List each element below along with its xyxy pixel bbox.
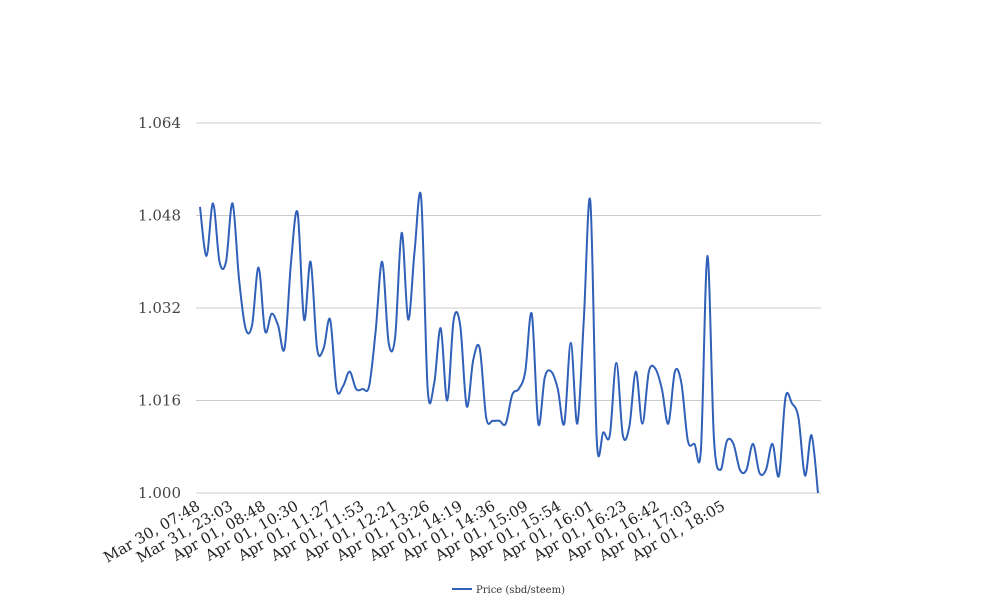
y-tick-label: 1.000 <box>138 484 181 502</box>
gridlines <box>196 122 821 494</box>
legend[interactable]: Price (sbd/steem) <box>452 585 565 596</box>
y-tick-label: 1.016 <box>138 392 181 410</box>
y-tick-label: 1.032 <box>138 299 181 317</box>
legend-label: Price (sbd/steem) <box>476 585 565 596</box>
y-axis-ticks: 1.000 1.016 1.032 1.048 1.064 <box>138 114 181 502</box>
y-tick-label: 1.048 <box>138 207 181 225</box>
y-tick-label: 1.064 <box>138 114 181 132</box>
series-line <box>199 191 819 494</box>
series-layer <box>199 191 819 494</box>
